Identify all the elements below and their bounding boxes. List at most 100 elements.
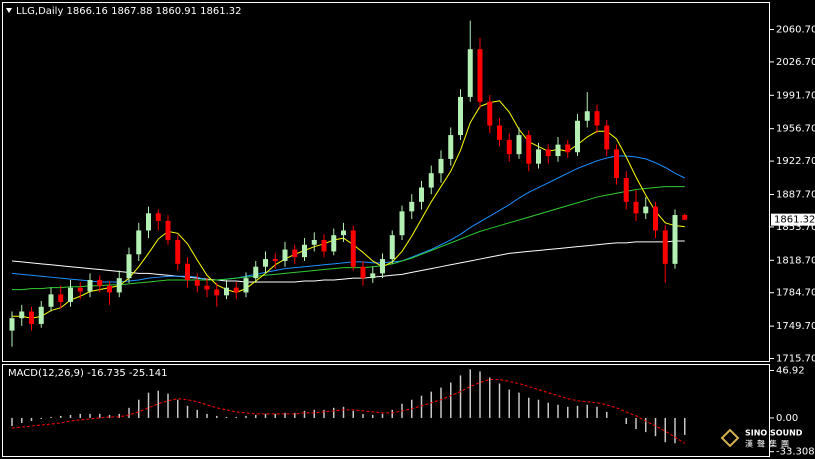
y-tick-label: 0.00 bbox=[776, 413, 798, 424]
candle-body bbox=[175, 239, 181, 264]
candle-body bbox=[487, 101, 493, 126]
candle-body bbox=[360, 266, 366, 279]
candle-body bbox=[594, 111, 600, 126]
candle-body bbox=[282, 249, 288, 261]
candle-body bbox=[204, 285, 210, 290]
candle-body bbox=[662, 230, 668, 264]
candle-body bbox=[292, 249, 298, 258]
candle-body bbox=[48, 294, 54, 307]
candle-body bbox=[214, 289, 220, 296]
y-tick-label: 1818.70 bbox=[776, 255, 815, 266]
y-tick-label: 1922.70 bbox=[776, 156, 815, 167]
candle-body bbox=[545, 149, 551, 157]
candle-body bbox=[506, 139, 512, 155]
logo-name: 漢聲集團 bbox=[745, 439, 793, 449]
candle-body bbox=[9, 318, 15, 331]
candle-body bbox=[672, 215, 678, 264]
candle-body bbox=[516, 135, 522, 155]
candle-body bbox=[77, 287, 83, 292]
candle-body bbox=[565, 144, 571, 153]
candle-body bbox=[97, 280, 103, 286]
candle-body bbox=[419, 187, 424, 202]
macd-panel-frame bbox=[2, 364, 770, 457]
last-price-box bbox=[771, 213, 815, 226]
logo-icon bbox=[720, 428, 740, 448]
candle-body bbox=[682, 215, 688, 220]
candle-body bbox=[643, 206, 649, 214]
y-tick-label: -33.308 bbox=[776, 447, 815, 458]
candle-body bbox=[526, 135, 532, 164]
candle-body bbox=[233, 287, 239, 293]
candle-body bbox=[380, 259, 385, 274]
candle-body bbox=[68, 287, 73, 302]
candle-body bbox=[146, 213, 151, 231]
candle-body bbox=[116, 278, 122, 293]
y-tick-label: 2060.70 bbox=[776, 24, 815, 35]
candle-body bbox=[321, 239, 327, 252]
candle-body bbox=[477, 49, 483, 102]
y-tick-label: 1956.70 bbox=[776, 124, 815, 135]
candle-body bbox=[272, 259, 278, 261]
candle-body bbox=[194, 280, 200, 286]
moving-average bbox=[11, 240, 685, 283]
candle-body bbox=[575, 120, 580, 153]
price-panel-frame bbox=[2, 2, 770, 362]
candle-body bbox=[370, 273, 376, 279]
candle-body bbox=[584, 111, 590, 121]
candle-body bbox=[87, 280, 93, 292]
candle-body bbox=[341, 230, 346, 236]
last-price-label: 1861.32 bbox=[774, 215, 815, 226]
candle-body bbox=[555, 144, 561, 157]
candle-body bbox=[136, 230, 142, 255]
watermark: SINO SOUND 漢聲集團 bbox=[720, 428, 803, 449]
candle-body bbox=[107, 285, 112, 293]
candle-body bbox=[311, 239, 317, 245]
candle-body bbox=[126, 254, 132, 279]
candle-body bbox=[263, 259, 268, 267]
candle-body bbox=[633, 201, 639, 214]
logo-brand: SINO SOUND bbox=[745, 429, 803, 438]
candle-body bbox=[428, 173, 434, 188]
candle-body bbox=[350, 230, 356, 267]
y-tick-label: 1749.70 bbox=[776, 321, 815, 332]
candle-body bbox=[409, 201, 415, 212]
candle-body bbox=[389, 235, 395, 260]
y-tick-label: 1887.70 bbox=[776, 189, 815, 200]
candle-body bbox=[399, 211, 405, 236]
signal-line bbox=[11, 378, 686, 444]
candle-body bbox=[302, 244, 307, 258]
candle-body bbox=[38, 306, 44, 324]
candle-body bbox=[623, 177, 629, 202]
menu-triangle[interactable] bbox=[6, 8, 12, 13]
y-tick-label: 1784.70 bbox=[776, 288, 815, 299]
candle-body bbox=[448, 135, 454, 159]
candle-body bbox=[467, 49, 473, 97]
candle-body bbox=[243, 278, 249, 293]
candle-body bbox=[185, 263, 190, 281]
y-tick-label: 1853.70 bbox=[776, 222, 815, 233]
candle-body bbox=[155, 213, 161, 221]
candle-body bbox=[458, 96, 463, 136]
candle-body bbox=[497, 125, 502, 140]
candle-body bbox=[536, 149, 541, 164]
candle-body bbox=[614, 149, 619, 178]
moving-average bbox=[12, 186, 685, 291]
y-tick-label: 2026.70 bbox=[776, 57, 815, 68]
candle-body bbox=[604, 125, 610, 150]
macd-title: MACD(12,26,9) -16.735 -25.141 bbox=[8, 368, 168, 379]
candle-body bbox=[29, 311, 34, 324]
candle-body bbox=[19, 311, 25, 319]
y-tick-label: 46.92 bbox=[776, 365, 805, 376]
candle-body bbox=[653, 206, 658, 231]
y-tick-label: 1715.70 bbox=[776, 354, 815, 365]
chart-title: LLG,Daily 1866.16 1867.88 1860.91 1861.3… bbox=[16, 6, 242, 17]
candle-body bbox=[331, 235, 337, 252]
y-tick-label: 1991.70 bbox=[776, 90, 815, 101]
candle-body bbox=[224, 287, 229, 296]
candle-body bbox=[253, 266, 259, 279]
candle-body bbox=[438, 158, 444, 174]
candle-body bbox=[165, 220, 171, 240]
moving-average bbox=[12, 100, 685, 319]
